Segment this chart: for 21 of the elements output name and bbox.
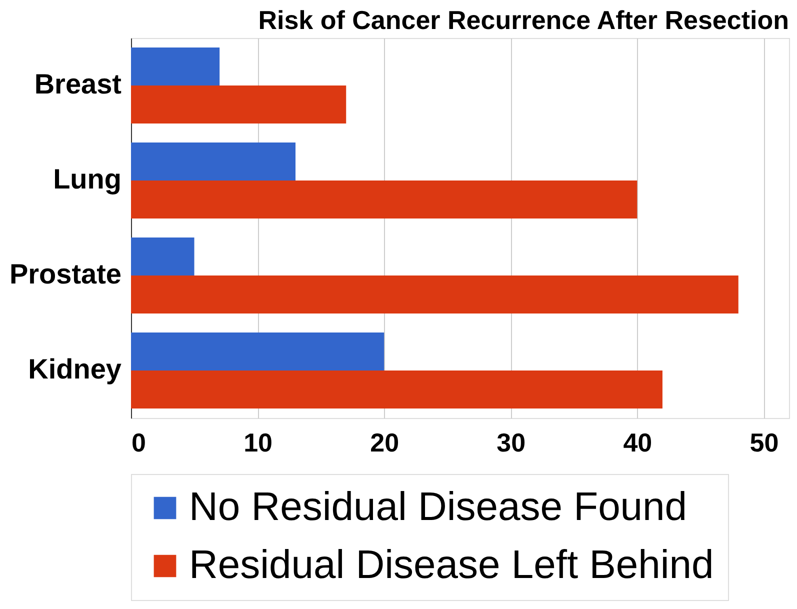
legend-label: No Residual Disease Found — [189, 485, 688, 529]
chart-title: Risk of Cancer Recurrence After Resection — [258, 5, 789, 35]
x-tick-label: 50 — [750, 428, 779, 458]
bar — [131, 142, 296, 180]
x-tick-label: 40 — [623, 428, 652, 458]
y-tick-label: Kidney — [28, 354, 122, 384]
bar — [131, 276, 738, 314]
bar — [131, 180, 638, 218]
bar — [131, 370, 662, 408]
y-tick-label: Lung — [53, 164, 122, 194]
bar — [131, 332, 384, 370]
x-tick-label: 0 — [132, 428, 146, 458]
legend-label: Residual Disease Left Behind — [189, 543, 714, 587]
bar — [131, 238, 194, 276]
bar — [131, 48, 220, 86]
x-tick-label: 20 — [370, 428, 400, 458]
y-tick-label: Prostate — [9, 258, 122, 290]
bar — [131, 86, 346, 124]
y-tick-label: Breast — [34, 68, 122, 100]
x-tick-label: 10 — [244, 428, 272, 458]
x-tick-label: 30 — [496, 428, 526, 458]
